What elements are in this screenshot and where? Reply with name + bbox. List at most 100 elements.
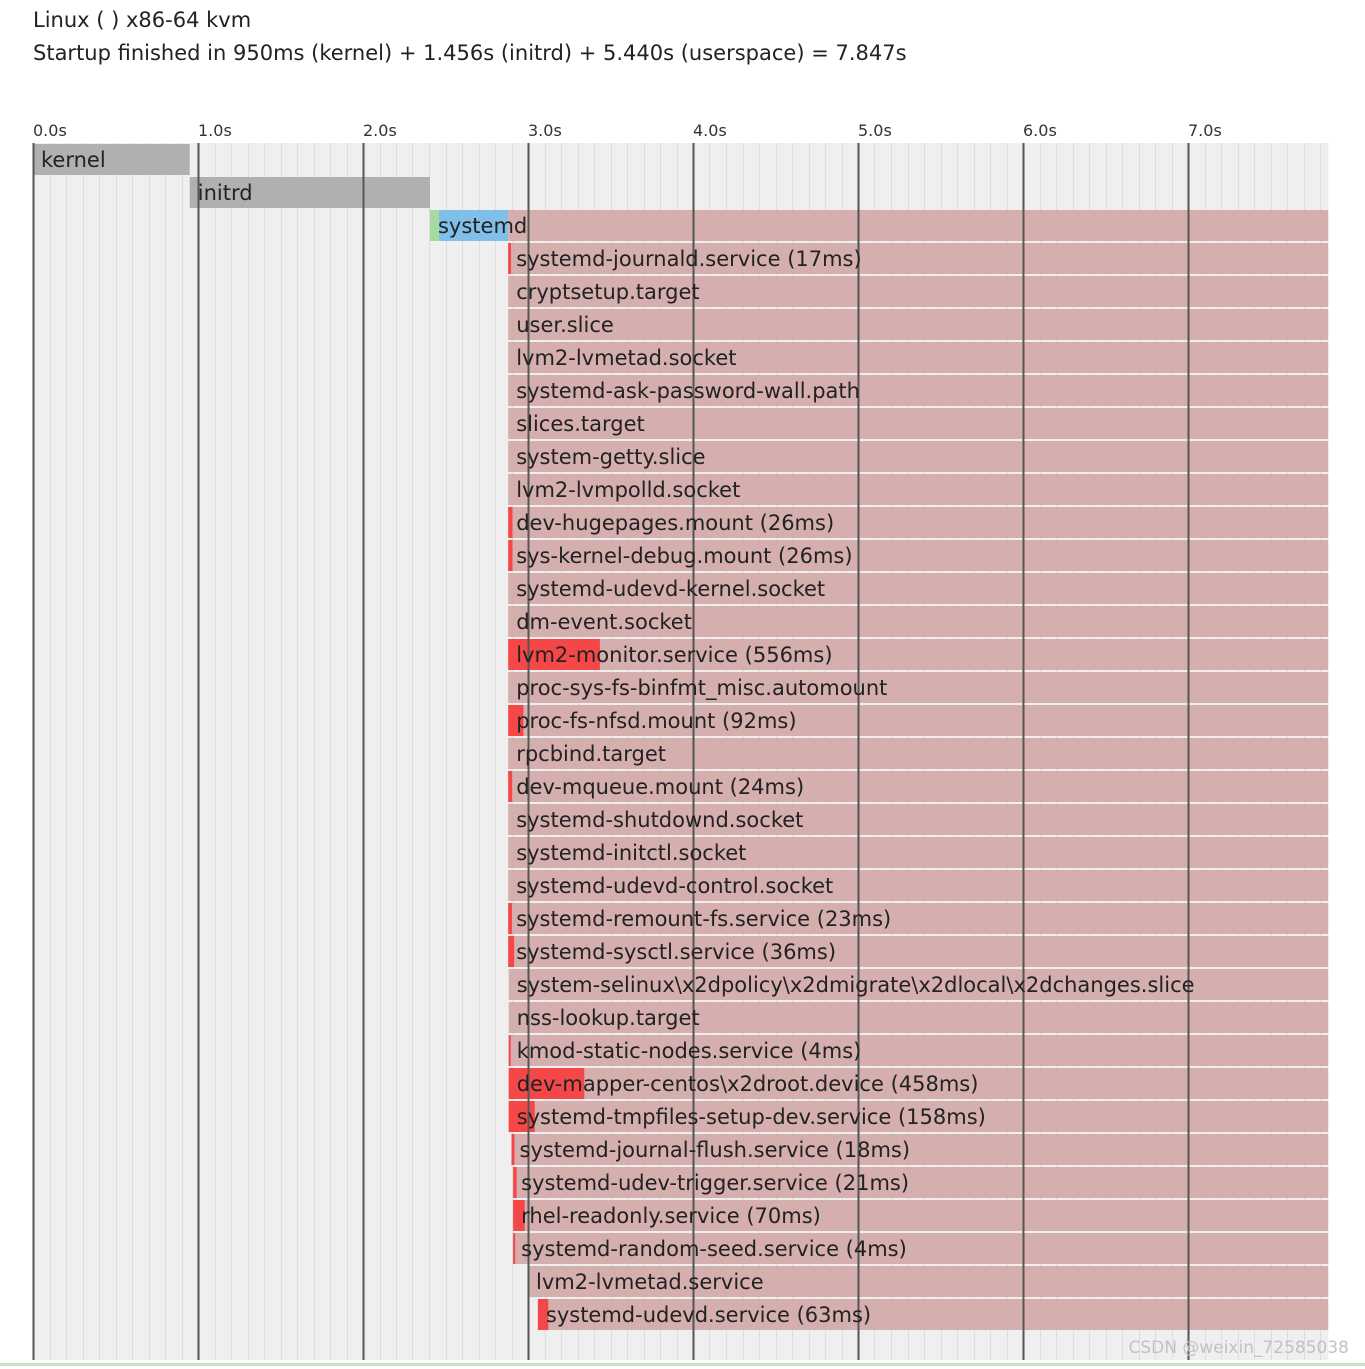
unit-bar	[508, 309, 1329, 340]
unit-bar	[508, 639, 1329, 670]
unit-bar	[508, 771, 1329, 802]
major-gridlines	[32, 143, 1190, 1360]
unit-label: systemd-journald.service (17ms)	[516, 247, 862, 271]
phase-bar-kernel	[33, 144, 190, 175]
unit-bar	[508, 1101, 1329, 1132]
x-axis-tick-labels: 0.0s 1.0s 2.0s 3.0s 4.0s 5.0s 6.0s 7.0s	[33, 121, 1222, 140]
unit-label: lvm2-lvmpolld.socket	[516, 478, 740, 502]
unit-label: dm-event.socket	[516, 610, 692, 634]
unit-activating-bar	[508, 771, 513, 802]
unit-bar	[508, 1068, 1329, 1099]
unit-activating-bar	[513, 1167, 517, 1198]
unit-activating-bar	[508, 507, 513, 538]
phase-label-initrd: initrd	[198, 181, 253, 205]
unit-label: nss-lookup.target	[517, 1006, 700, 1030]
x-tick-label: 1.0s	[198, 121, 232, 140]
unit-bar	[508, 441, 1329, 472]
unit-bar	[508, 903, 1329, 934]
report-header: Linux ( ) x86-64 kvm Startup finished in…	[33, 4, 907, 70]
timeline-bars	[33, 144, 1329, 1330]
unit-bar	[508, 408, 1329, 439]
watermark: CSDN @weixin_72585038	[1128, 1338, 1349, 1358]
unit-activating-bar	[513, 1200, 525, 1231]
unit-bar	[508, 375, 1329, 406]
unit-bar	[513, 1200, 1329, 1231]
unit-bar	[528, 1266, 1329, 1297]
x-tick-label: 0.0s	[33, 121, 67, 140]
unit-label: lvm2-lvmetad.service	[536, 1270, 764, 1294]
unit-label: sys-kernel-debug.mount (26ms)	[516, 544, 852, 568]
unit-activating-bar	[513, 1233, 516, 1264]
bar-labels: kernel initrd systemd systemd-journald.serv…	[41, 148, 1195, 1327]
x-tick-label: 7.0s	[1188, 121, 1222, 140]
phase-label-systemd: systemd	[438, 214, 527, 238]
unit-activating-bar	[508, 1035, 511, 1066]
systemd-loader-segment	[429, 210, 439, 241]
systemd-init-segment	[438, 210, 509, 241]
unit-activating-bar	[537, 1299, 549, 1330]
unit-bar	[513, 1233, 1329, 1264]
unit-label: proc-fs-nfsd.mount (92ms)	[516, 709, 796, 733]
unit-bar	[508, 804, 1329, 835]
unit-label: systemd-sysctl.service (36ms)	[516, 940, 836, 964]
phase-bar-initrd	[189, 177, 430, 208]
unit-label: lvm2-lvmetad.socket	[516, 346, 736, 370]
unit-label: rpcbind.target	[516, 742, 666, 766]
unit-bar	[511, 1134, 1329, 1165]
unit-label: system-getty.slice	[516, 445, 705, 469]
unit-activating-bar	[508, 639, 600, 670]
unit-activating-bar	[508, 540, 513, 571]
unit-activating-bar	[508, 1068, 585, 1099]
unit-label: systemd-remount-fs.service (23ms)	[516, 907, 891, 931]
unit-bar	[508, 1002, 1329, 1033]
unit-label: slices.target	[516, 412, 645, 436]
x-tick-label: 3.0s	[528, 121, 562, 140]
bottom-divider	[0, 1363, 1365, 1366]
unit-label: systemd-udevd.service (63ms)	[546, 1303, 871, 1327]
x-tick-label: 4.0s	[693, 121, 727, 140]
x-tick-label: 6.0s	[1023, 121, 1057, 140]
unit-label: system-selinux\x2dpolicy\x2dmigrate\x2dl…	[517, 973, 1195, 997]
unit-bar	[508, 936, 1329, 967]
unit-activating-bar	[511, 1134, 515, 1165]
unit-label: systemd-journal-flush.service (18ms)	[520, 1138, 911, 1162]
unit-activating-bar	[508, 936, 515, 967]
unit-label: systemd-initctl.socket	[516, 841, 746, 865]
unit-bar	[508, 672, 1329, 703]
unit-bar	[508, 342, 1329, 373]
unit-bar	[508, 540, 1329, 571]
unit-bar	[508, 243, 1329, 274]
unit-label: systemd-ask-password-wall.path	[516, 379, 860, 403]
unit-bar	[508, 738, 1329, 769]
unit-label: kmod-static-nodes.service (4ms)	[517, 1039, 862, 1063]
unit-label: dev-hugepages.mount (26ms)	[516, 511, 834, 535]
unit-label: systemd-udevd-kernel.socket	[516, 577, 825, 601]
unit-label: dev-mapper-centos\x2droot.device (458ms)	[517, 1072, 979, 1096]
unit-bar	[508, 276, 1329, 307]
unit-label: user.slice	[516, 313, 614, 337]
phase-label-kernel: kernel	[41, 148, 106, 172]
unit-activating-bar	[508, 705, 524, 736]
unit-bar	[508, 573, 1329, 604]
systemd-active-segment	[508, 210, 1329, 241]
unit-bar	[508, 606, 1329, 637]
x-tick-label: 5.0s	[858, 121, 892, 140]
unit-bar	[537, 1299, 1329, 1330]
unit-label: proc-sys-fs-binfmt_misc.automount	[516, 676, 887, 701]
startup-summary-line: Startup finished in 950ms (kernel) + 1.4…	[33, 41, 907, 65]
unit-bar	[513, 1167, 1329, 1198]
system-info-line: Linux ( ) x86-64 kvm	[33, 8, 252, 32]
unit-bar	[508, 474, 1329, 505]
unit-activating-bar	[508, 1101, 535, 1132]
unit-label: rhel-readonly.service (70ms)	[521, 1204, 821, 1228]
x-tick-label: 2.0s	[363, 121, 397, 140]
unit-bar	[508, 969, 1329, 1000]
unit-bar	[508, 705, 1329, 736]
unit-bar	[508, 507, 1329, 538]
unit-bar	[508, 870, 1329, 901]
unit-label: cryptsetup.target	[516, 280, 699, 304]
unit-label: dev-mqueue.mount (24ms)	[516, 775, 804, 799]
unit-activating-bar	[508, 243, 512, 274]
unit-label: systemd-shutdownd.socket	[516, 808, 803, 832]
